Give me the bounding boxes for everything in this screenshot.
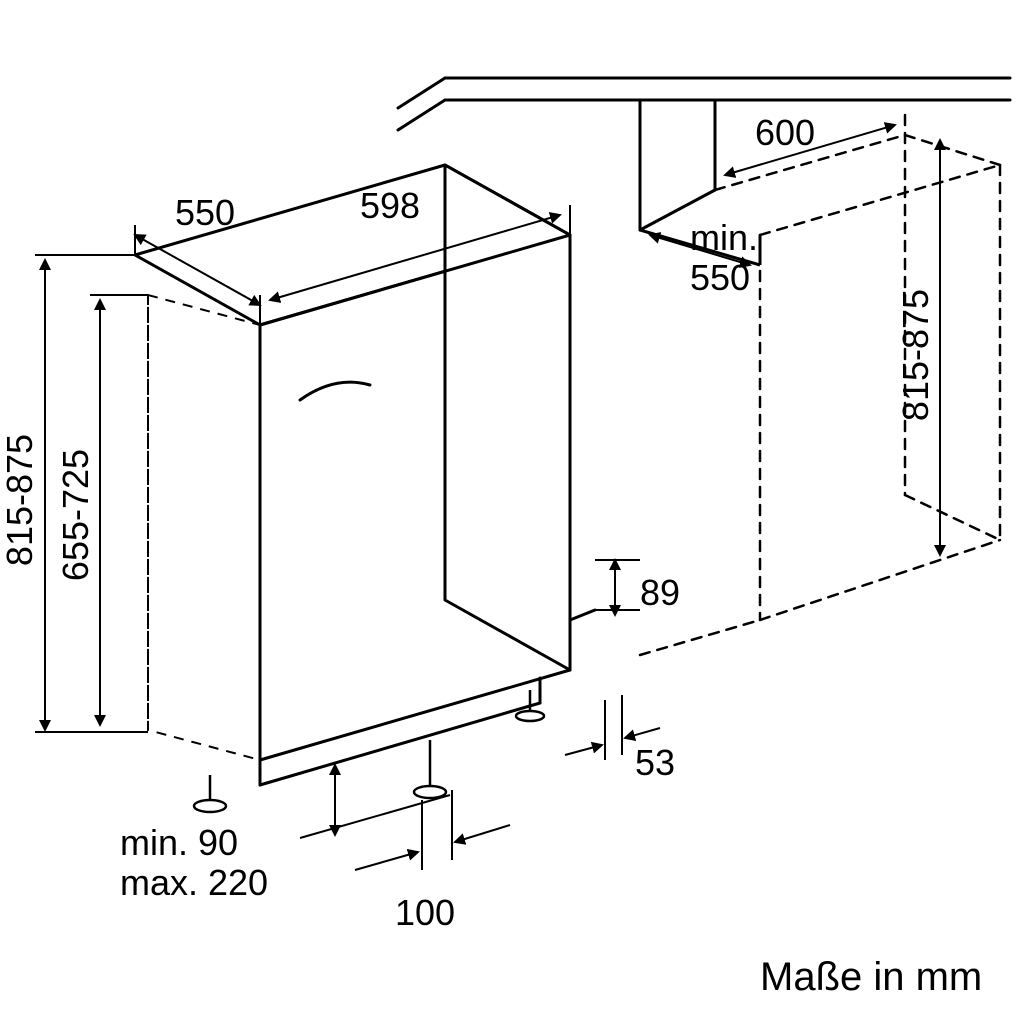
dim-cavity-600: 600: [725, 112, 895, 175]
dim-label: min. 90: [120, 822, 238, 863]
door-panel-dashed: [148, 295, 260, 760]
dim-label: 600: [755, 112, 815, 153]
dim-plinth: min. 90 max. 220: [120, 765, 450, 903]
dim-cavity-depth: min. 550: [650, 217, 758, 298]
dim-label: min.: [690, 217, 758, 258]
dim-cavity-height: 815-875: [895, 140, 940, 555]
dim-53: 53: [565, 695, 675, 783]
dim-label: 815-875: [0, 434, 40, 566]
appliance-body: [135, 165, 570, 760]
dim-label: 100: [395, 892, 455, 933]
dim-label: 53: [635, 742, 675, 783]
dim-89: 89: [595, 560, 680, 615]
dim-height-inner: 655-725: [55, 295, 148, 725]
dim-label: 89: [640, 572, 680, 613]
dim-label: 655-725: [55, 449, 96, 581]
dim-100: 100: [355, 790, 510, 933]
cavity-dashed: [640, 115, 1000, 655]
dim-label: 598: [360, 185, 420, 226]
dim-label: 550: [175, 192, 235, 233]
dim-label: max. 220: [120, 862, 268, 903]
dim-label: 550: [690, 257, 750, 298]
footer-units: Maße in mm: [760, 955, 982, 999]
dimension-diagram: 550 598 600 min. 550 815-875 655-725 815…: [0, 0, 1024, 1024]
dim-label: 815-875: [895, 289, 936, 421]
